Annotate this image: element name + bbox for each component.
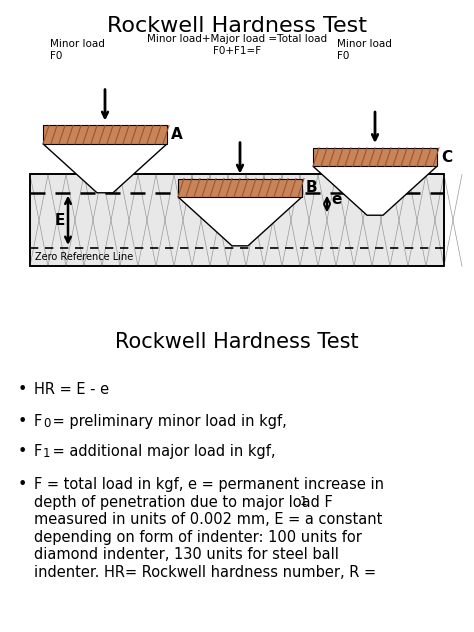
Bar <box>43 126 167 144</box>
Bar <box>30 174 444 266</box>
Text: C: C <box>441 150 452 164</box>
Polygon shape <box>178 197 302 246</box>
Polygon shape <box>313 166 437 216</box>
Text: Rockwell Hardness Test: Rockwell Hardness Test <box>107 16 367 36</box>
Text: e: e <box>331 192 341 207</box>
Text: indenter. HR= Rockwell hardness number, R =: indenter. HR= Rockwell hardness number, … <box>34 564 376 580</box>
Text: •: • <box>18 414 27 429</box>
Text: •: • <box>18 444 27 459</box>
Text: •: • <box>18 477 27 492</box>
Text: Minor load
F0: Minor load F0 <box>50 39 105 61</box>
Text: depth of penetration due to major load F: depth of penetration due to major load F <box>34 495 333 509</box>
Text: F: F <box>34 414 42 429</box>
Text: Minor load
F0: Minor load F0 <box>337 39 392 61</box>
Text: measured in units of 0.002 mm, E = a constant: measured in units of 0.002 mm, E = a con… <box>34 512 383 527</box>
Text: E: E <box>55 213 65 228</box>
Text: depending on form of indenter: 100 units for: depending on form of indenter: 100 units… <box>34 530 362 545</box>
Text: A: A <box>171 127 183 142</box>
Bar <box>178 178 302 197</box>
Text: 1: 1 <box>300 495 308 507</box>
Text: •: • <box>18 382 27 398</box>
Text: Zero Reference Line: Zero Reference Line <box>35 252 133 262</box>
Text: F: F <box>34 444 42 459</box>
Text: F = total load in kgf, e = permanent increase in: F = total load in kgf, e = permanent inc… <box>34 477 384 492</box>
Text: = additional major load in kgf,: = additional major load in kgf, <box>48 444 275 459</box>
Bar <box>30 174 444 266</box>
Text: 1: 1 <box>43 447 51 460</box>
Text: = preliminary minor load in kgf,: = preliminary minor load in kgf, <box>48 414 287 429</box>
Text: Minor load+Major load =Total load
F0+F1=F: Minor load+Major load =Total load F0+F1=… <box>147 33 327 56</box>
Text: HR = E - e: HR = E - e <box>34 382 109 398</box>
Text: 0: 0 <box>43 417 50 430</box>
Bar <box>313 148 437 166</box>
Polygon shape <box>43 144 167 193</box>
Text: diamond indenter, 130 units for steel ball: diamond indenter, 130 units for steel ba… <box>34 547 339 562</box>
Text: B: B <box>306 180 318 195</box>
Text: Rockwell Hardness Test: Rockwell Hardness Test <box>115 332 359 352</box>
